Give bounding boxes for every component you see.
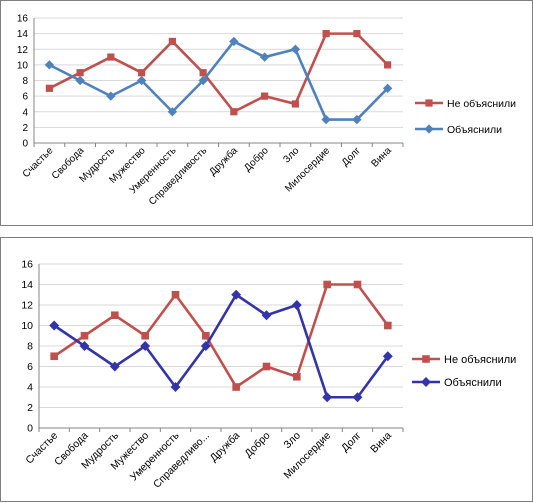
- data-point: [384, 321, 392, 330]
- y-tick-label: 4: [27, 382, 33, 394]
- x-tick-label: Добро: [242, 144, 272, 174]
- y-tick-label: 14: [17, 29, 29, 40]
- y-tick-label: 10: [21, 320, 33, 332]
- data-point: [352, 114, 362, 125]
- data-point: [291, 300, 302, 310]
- data-point: [80, 331, 89, 340]
- y-tick-label: 10: [17, 60, 29, 71]
- data-point: [199, 69, 207, 77]
- series-line: [53, 283, 389, 389]
- data-point: [168, 37, 176, 46]
- legend-label: Не объяснили: [444, 354, 516, 366]
- y-tick-label: 6: [22, 92, 28, 103]
- series-line: [48, 32, 389, 114]
- data-point: [107, 53, 115, 61]
- line-chart-bottom: 0246810121416СчастьеСвободаМудростьМужес…: [21, 259, 516, 491]
- data-point: [353, 280, 362, 289]
- data-point: [140, 341, 151, 351]
- data-point: [384, 61, 392, 69]
- line-chart-top: 0246810121416СчастьеСвободаМудростьМужес…: [17, 14, 516, 208]
- y-tick-label: 14: [21, 279, 33, 291]
- x-tick-label: Дружба: [207, 144, 241, 178]
- x-tick-label: Долг: [340, 145, 363, 168]
- chart-panel-top: 0 2 4 6 8 10 12 14 16 Счастье Свобода Мудрость Мужес…: [0, 0, 533, 226]
- data-point: [75, 75, 85, 86]
- data-point: [229, 36, 239, 47]
- data-point: [200, 341, 211, 351]
- data-point: [49, 320, 60, 331]
- series-line: [48, 40, 389, 121]
- x-tick-label: Дружба: [208, 430, 243, 465]
- y-tick-label: 12: [17, 45, 29, 56]
- chart-panel-bottom: 0 2 4 6 8 10 12 14 16 Счастье Свобода Мудрость Мужес…: [0, 237, 533, 502]
- x-tick-label: Долг: [339, 430, 364, 455]
- legend-label: Объяснили: [444, 377, 502, 389]
- data-point: [170, 382, 181, 392]
- x-tick-label: Добро: [242, 430, 272, 460]
- data-point: [198, 75, 208, 86]
- data-point: [323, 280, 331, 289]
- y-tick-label: 16: [17, 14, 29, 25]
- y-tick-label: 12: [21, 300, 33, 312]
- data-point: [321, 114, 331, 125]
- data-point: [141, 331, 149, 340]
- y-tick-label: 2: [22, 123, 28, 134]
- legend-marker: [424, 124, 434, 134]
- data-point: [136, 75, 147, 86]
- data-point: [261, 310, 272, 321]
- data-point: [262, 362, 271, 371]
- x-tick-label: Вина: [368, 430, 394, 456]
- x-tick-label: Справедливость: [147, 145, 209, 207]
- data-point: [322, 392, 333, 403]
- x-tick-label: Зло: [281, 145, 301, 165]
- legend-marker: [425, 99, 433, 107]
- y-tick-label: 0: [22, 139, 28, 150]
- data-point: [322, 30, 330, 38]
- data-point: [353, 30, 361, 38]
- x-tick-label: Вина: [369, 145, 394, 170]
- y-tick-label: 2: [27, 402, 33, 414]
- data-point: [259, 52, 270, 62]
- data-point: [45, 84, 53, 92]
- data-point: [171, 290, 180, 299]
- legend-label: Не объяснили: [447, 98, 516, 110]
- data-point: [109, 361, 120, 372]
- data-point: [167, 107, 178, 117]
- data-point: [111, 311, 119, 320]
- y-tick-label: 0: [27, 423, 33, 435]
- series-line: [53, 293, 389, 399]
- data-point: [202, 331, 210, 340]
- y-tick-label: 6: [27, 361, 33, 373]
- x-tick-label: Справедливо...: [151, 430, 212, 491]
- data-point: [232, 383, 240, 391]
- y-tick-label: 16: [21, 259, 33, 271]
- data-point: [382, 351, 393, 362]
- y-tick-label: 8: [27, 341, 33, 353]
- y-tick-label: 8: [22, 76, 28, 87]
- legend-label: Объяснили: [447, 124, 502, 136]
- data-point: [261, 92, 269, 100]
- data-point: [79, 341, 90, 351]
- x-tick-label: Зло: [281, 430, 303, 452]
- legend-marker: [422, 355, 430, 363]
- data-point: [291, 100, 299, 108]
- data-point: [76, 69, 84, 77]
- data-point: [44, 60, 55, 70]
- data-point: [290, 44, 301, 54]
- y-tick-label: 4: [22, 107, 28, 118]
- data-point: [106, 91, 116, 101]
- data-point: [231, 289, 242, 300]
- legend-marker: [421, 377, 431, 387]
- data-point: [230, 108, 238, 116]
- data-point: [50, 352, 58, 361]
- data-point: [138, 69, 146, 77]
- data-point: [352, 392, 363, 403]
- data-point: [382, 83, 393, 93]
- data-point: [293, 372, 301, 381]
